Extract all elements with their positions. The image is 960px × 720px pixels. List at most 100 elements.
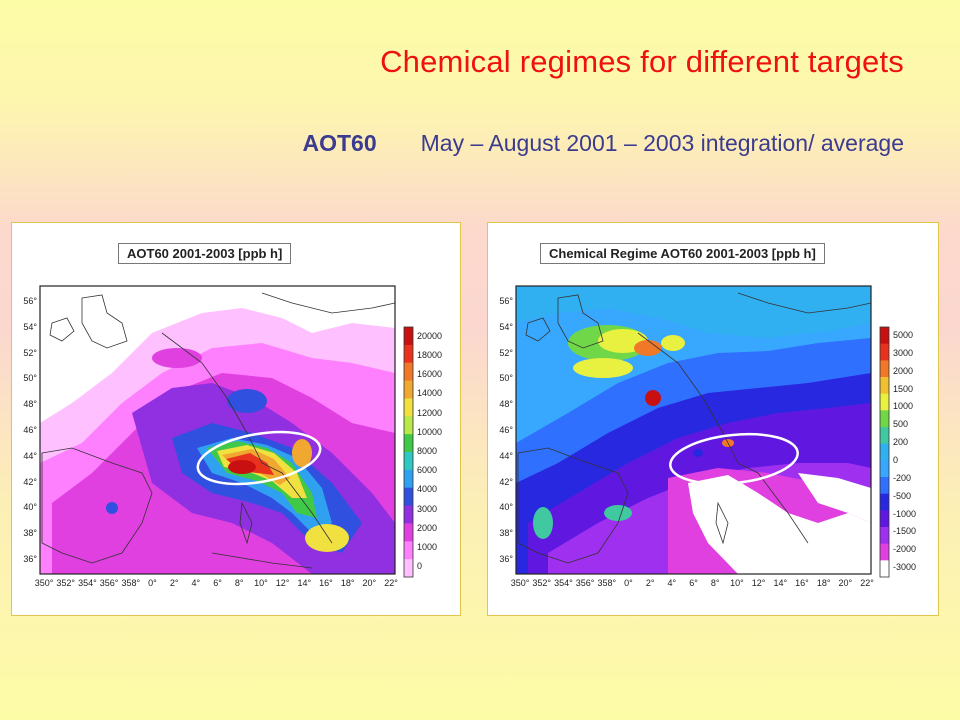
colorbar-label: -2000 xyxy=(893,544,917,555)
latitude-label: 40° xyxy=(499,502,513,513)
colorbar-swatch xyxy=(880,527,889,545)
colorbar-label: 200 xyxy=(893,437,909,448)
highlight-ellipse-left xyxy=(196,430,322,486)
colorbar-label: 14000 xyxy=(417,388,443,399)
colorbar-swatch xyxy=(880,493,889,511)
colorbar-swatch xyxy=(880,327,889,345)
longitude-label: 350° xyxy=(510,578,530,588)
longitude-label: 16° xyxy=(795,578,809,588)
longitude-label: 12° xyxy=(275,578,290,588)
colorbar-swatch xyxy=(404,344,413,364)
slide-title: Chemical regimes for different targets xyxy=(380,44,904,79)
latitude-label: 56° xyxy=(23,296,37,306)
colorbar-swatch xyxy=(404,487,413,507)
colorbar-swatch xyxy=(880,543,889,561)
slide-subtitle: AOT60 May – August 2001 – 2003 integratio… xyxy=(303,130,905,157)
longitude-label: 20° xyxy=(838,578,853,588)
colorbar-label: 4000 xyxy=(417,484,438,495)
longitude-label: 18° xyxy=(340,578,355,588)
subtitle-text: May – August 2001 – 2003 integration/ av… xyxy=(420,130,904,156)
latitude-label: 42° xyxy=(499,476,513,487)
colorbar-label: 500 xyxy=(893,419,909,430)
latitude-label: 46° xyxy=(23,425,37,435)
longitude-label: 356° xyxy=(575,578,595,588)
latitude-label: 48° xyxy=(499,399,513,410)
colorbar-label: 0 xyxy=(417,561,423,572)
aot60-colorbar xyxy=(403,326,414,578)
colorbar-label: 1000 xyxy=(893,401,914,412)
colorbar-label: -1500 xyxy=(893,526,917,537)
colorbar-label: -500 xyxy=(893,490,912,501)
longitude-label: 22° xyxy=(384,578,398,588)
regime-field xyxy=(516,286,871,574)
latitude-label: 36° xyxy=(499,554,513,564)
colorbar-swatch xyxy=(404,327,413,346)
colorbar-label: 3000 xyxy=(893,347,914,358)
colorbar-swatch xyxy=(880,410,889,428)
regime-map-panel: Chemical Regime AOT60 2001-2003 [ppb h] … xyxy=(487,222,939,616)
longitude-label: 354° xyxy=(554,578,573,588)
longitude-label: 358° xyxy=(121,578,141,588)
longitude-label: 352° xyxy=(56,578,75,588)
colorbar-label: 10000 xyxy=(417,426,443,437)
subtitle-key: AOT60 xyxy=(302,130,377,156)
colorbar-label: -200 xyxy=(893,472,912,483)
longitude-label: 0° xyxy=(624,578,633,588)
highlight-ellipse-right xyxy=(669,432,799,486)
aot60-map-panel: AOT60 2001-2003 [ppb h] 56° 54° 52° 50° 48° 4… xyxy=(11,222,461,616)
colorbar-label: 16000 xyxy=(417,369,443,380)
latitude-label: 50° xyxy=(499,373,513,384)
aot60-map-graphic xyxy=(39,285,414,578)
longitude-label: 6° xyxy=(689,578,698,588)
colorbar-swatch xyxy=(404,452,413,471)
colorbar-label: 6000 xyxy=(417,465,438,476)
colorbar-frame xyxy=(879,326,890,578)
longitude-label: 8° xyxy=(234,578,244,588)
colorbar-label: -3000 xyxy=(893,562,917,573)
longitude-label: 2° xyxy=(169,578,179,588)
colorbar-label: 1000 xyxy=(417,542,438,553)
longitude-label: 0° xyxy=(148,578,157,588)
longitude-label: 4° xyxy=(191,578,201,588)
longitude-label: 358° xyxy=(597,578,617,588)
colorbar-swatch xyxy=(880,510,889,528)
colorbar-swatch xyxy=(880,393,889,411)
colorbar-label: 20000 xyxy=(417,330,443,341)
colorbar-label: 12000 xyxy=(417,407,443,418)
colorbar-swatch xyxy=(880,443,889,461)
colorbar-label: 18000 xyxy=(417,349,443,360)
latitude-label: 40° xyxy=(23,502,37,513)
longitude-label: 8° xyxy=(710,578,720,588)
colorbar-swatch xyxy=(404,559,413,578)
longitude-label: 14° xyxy=(297,578,312,588)
longitude-label: 350° xyxy=(34,578,54,588)
colorbar-swatch xyxy=(404,416,413,435)
colorbar-label: -1000 xyxy=(893,508,917,519)
latitude-label: 48° xyxy=(23,399,37,410)
colorbar-swatch xyxy=(404,541,413,560)
longitude-label: 18° xyxy=(816,578,831,588)
latitude-label: 50° xyxy=(23,373,37,384)
latitude-label: 52° xyxy=(23,347,37,358)
longitude-label: 22° xyxy=(860,578,874,588)
longitude-label: 12° xyxy=(751,578,766,588)
colorbar-frame xyxy=(403,326,414,578)
longitude-label: 356° xyxy=(99,578,119,588)
colorbar-label: 2000 xyxy=(893,365,914,376)
colorbar-label: 1500 xyxy=(893,383,914,394)
latitude-label: 56° xyxy=(499,296,513,306)
longitude-label: 6° xyxy=(213,578,222,588)
colorbar-swatch xyxy=(404,505,413,524)
colorbar-swatch xyxy=(880,477,889,495)
colorbar-swatch xyxy=(404,523,413,542)
colorbar-swatch xyxy=(880,560,889,578)
colorbar-label: 0 xyxy=(893,454,899,465)
colorbar-swatch xyxy=(404,380,413,399)
colorbar-swatch xyxy=(880,343,889,361)
colorbar-label: 3000 xyxy=(417,503,438,514)
colorbar-swatch xyxy=(880,360,889,378)
colorbar-swatch xyxy=(880,427,889,445)
longitude-label: 352° xyxy=(532,578,551,588)
colorbar-label: 2000 xyxy=(417,522,438,533)
colorbar-swatch xyxy=(404,434,413,453)
